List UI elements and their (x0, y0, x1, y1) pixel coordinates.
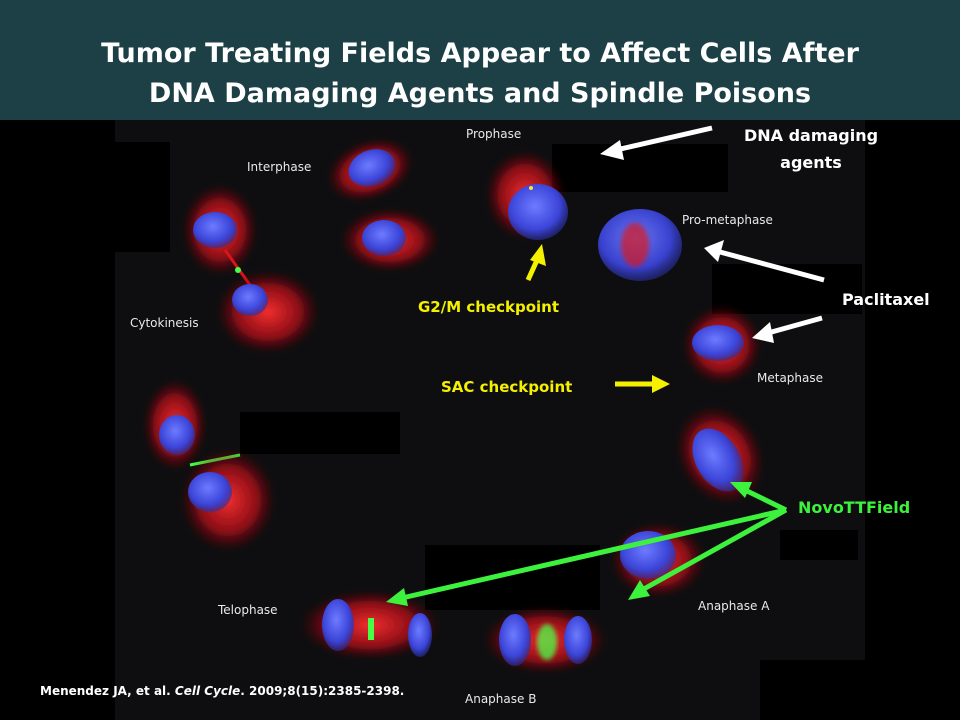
arrow-dna-damaging-agents (600, 125, 713, 160)
citation-authors: Menendez JA, et al. (40, 684, 171, 698)
annotation-dna-damaging-agents: DNA damaging agents (736, 122, 886, 176)
citation-journal: Cell Cycle (174, 684, 241, 698)
label-metaphase: Metaphase (757, 371, 824, 385)
label-anaphase-a: Anaphase A (698, 599, 770, 613)
cell-metaphase (682, 305, 762, 385)
cell-telophase (300, 590, 440, 660)
cell-prophase (485, 150, 568, 240)
annotation-novottfield: NovoTTField (798, 498, 911, 517)
annotation-paclitaxel: Paclitaxel (842, 290, 930, 309)
cell-anaphase-a-1 (675, 405, 765, 505)
citation-details: 2009;8(15):2385-2398. (249, 684, 405, 698)
title-bar (0, 0, 960, 120)
cell-prometaphase (598, 209, 682, 281)
cell-interphase-1 (326, 137, 414, 203)
annotation-dna-line-2: agents (780, 153, 842, 172)
annotation-dna-line-1: DNA damaging (743, 126, 879, 145)
cell-cytokinesis-1 (182, 184, 258, 286)
cell-anaphase-b (483, 606, 607, 674)
arrow-novottfield (386, 482, 788, 606)
label-telophase: Telophase (218, 603, 278, 617)
arrow-sac-checkpoint (615, 375, 670, 393)
cell-interphase-2 (340, 208, 440, 272)
cell-cycle-micrograph (110, 120, 900, 720)
slide-title: Tumor Treating Fields Appear to Affect C… (0, 34, 960, 114)
cell-cytokinesis-4 (180, 448, 276, 552)
title-line-1: Tumor Treating Fields Appear to Affect C… (101, 38, 859, 69)
arrow-paclitaxel-prometaphase (704, 240, 825, 283)
label-interphase: Interphase (247, 160, 312, 174)
label-cytokinesis: Cytokinesis (130, 316, 199, 330)
annotation-g2m-checkpoint: G2/M checkpoint (418, 298, 560, 316)
label-prophase: Prophase (466, 127, 522, 141)
citation: Menendez JA, et al. Cell Cycle. 2009;8(1… (40, 684, 405, 698)
label-anaphase-b: Anaphase B (465, 692, 537, 706)
cell-cytokinesis-3 (143, 379, 241, 471)
arrow-g2m-checkpoint (525, 244, 546, 282)
label-prometaphase: Pro-metaphase (682, 213, 773, 227)
title-line-2: DNA Damaging Agents and Spindle Poisons (148, 78, 812, 109)
arrow-paclitaxel-metaphase (752, 315, 823, 343)
cell-cytokinesis-2 (216, 270, 320, 354)
annotation-sac-checkpoint: SAC checkpoint (441, 378, 573, 396)
